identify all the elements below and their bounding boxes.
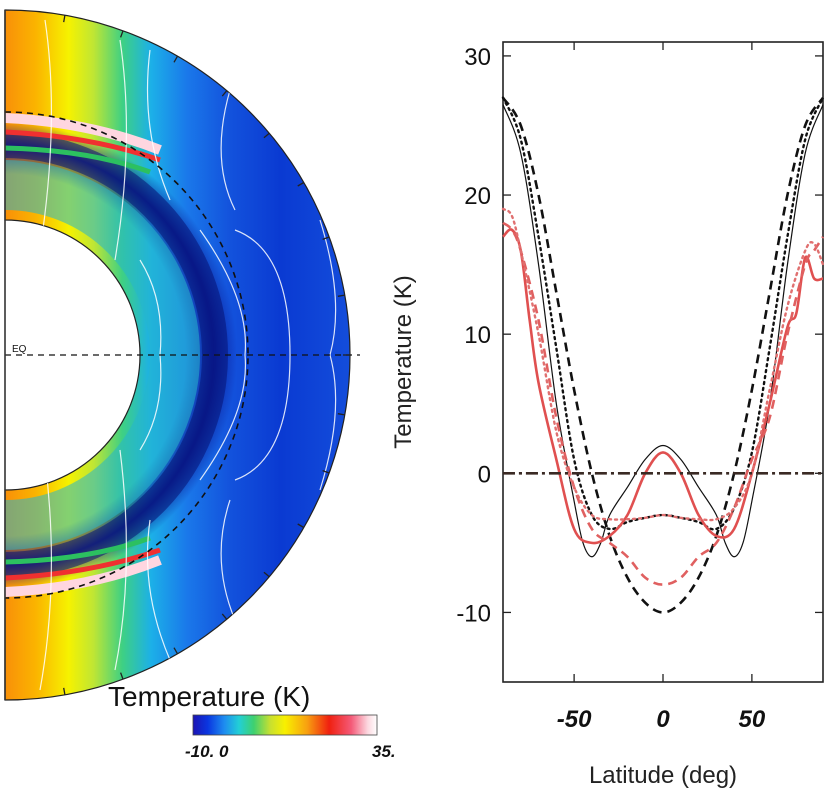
polar-tick — [297, 523, 305, 529]
series-line-black-dotted — [501, 96, 825, 531]
y-tick-label: -10 — [456, 600, 491, 627]
y-tick-label: 30 — [464, 44, 491, 71]
polar-tick — [221, 90, 228, 97]
series-line-red-dotted — [501, 207, 825, 522]
colorbar-bar — [192, 714, 378, 736]
series-line-red-solid — [502, 228, 824, 545]
south-red-band — [5, 547, 161, 581]
y-tick-label: 0 — [478, 461, 491, 488]
polar-tick — [337, 294, 345, 297]
colorbar-tick-min: -10. 0 — [185, 742, 229, 761]
polar-tick — [63, 687, 66, 695]
latitude-line-plot: 30 20 10 0 -10 -50 0 50 Latitude (deg) Tempera… — [390, 41, 825, 789]
colorbar: Temperature (K) -10. 0 35. — [108, 681, 396, 761]
polar-tick — [173, 55, 179, 63]
polar-ticks — [63, 15, 350, 695]
polar-temperature-panel: EQ — [4, 9, 360, 701]
x-tick-label: 0 — [656, 706, 670, 733]
north-hot-band — [5, 113, 162, 155]
north-green-band — [5, 145, 151, 175]
polar-tick — [322, 469, 330, 474]
series-group — [501, 96, 825, 614]
polar-tick — [119, 30, 124, 38]
y-tick-label: 20 — [464, 183, 491, 210]
equator-label: EQ — [12, 344, 27, 355]
series-line-black-solid — [502, 104, 824, 558]
polar-tick — [119, 672, 124, 680]
x-axis-ticks: -50 0 50 — [557, 42, 766, 733]
x-tick-label: 50 — [739, 706, 766, 733]
y-tick-label: 10 — [464, 322, 491, 349]
x-axis-title: Latitude (deg) — [589, 762, 737, 789]
polar-tick — [337, 413, 345, 416]
plot-frame — [502, 41, 824, 683]
x-tick-label: -50 — [557, 706, 592, 733]
polar-tick — [322, 236, 330, 241]
y-axis-title: Temperature (K) — [390, 275, 417, 448]
colorbar-tick-max: 35. — [372, 742, 396, 761]
colorbar-title: Temperature (K) — [108, 681, 310, 712]
polar-tick — [297, 181, 305, 187]
south-hot-band — [5, 555, 162, 597]
polar-tick — [263, 132, 270, 139]
polar-tick — [221, 613, 228, 620]
polar-tick — [263, 571, 270, 578]
y-axis-ticks: 30 20 10 0 -10 — [456, 44, 823, 627]
polar-tick — [63, 15, 66, 23]
south-green-band — [5, 535, 151, 565]
polar-tick — [173, 647, 179, 655]
